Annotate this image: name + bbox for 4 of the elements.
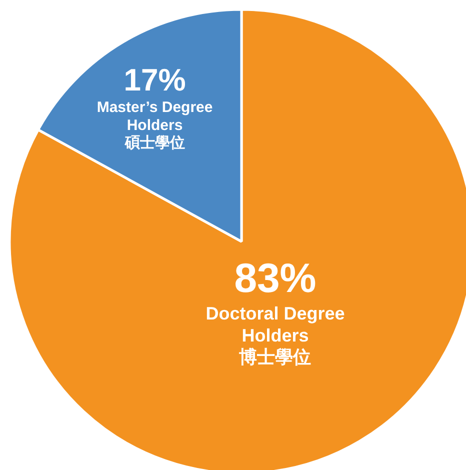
data-label: 83% (234, 254, 316, 301)
slice-label: Doctoral Degree Holders 博士學位 (206, 304, 345, 368)
slice-label: Master’s Degree Holders 碩士學位 (96, 98, 213, 152)
data-label: 17% (124, 62, 186, 98)
